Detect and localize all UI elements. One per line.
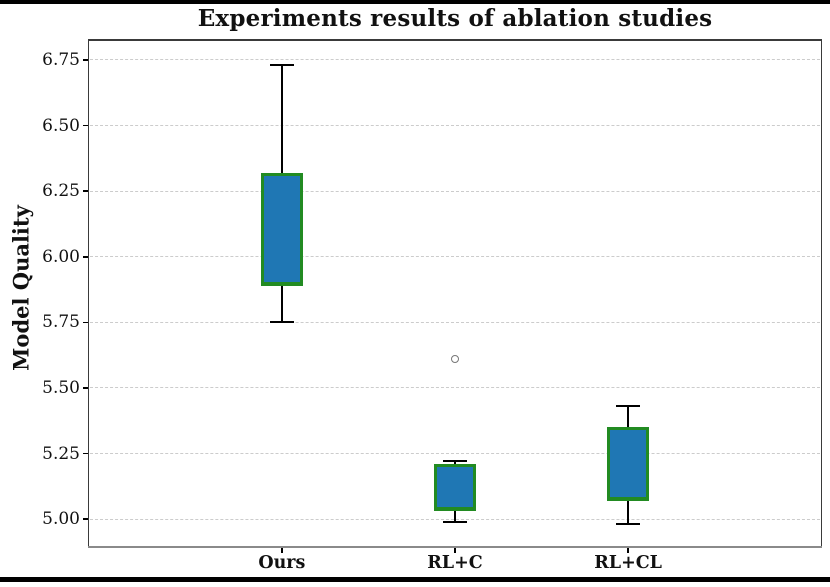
top-frame-rule xyxy=(0,0,830,4)
y-tick-label: 6.50 xyxy=(42,115,80,136)
y-tick-label: 6.25 xyxy=(42,181,80,202)
y-tick-mark xyxy=(83,190,88,192)
y-gridline xyxy=(90,321,820,323)
y-tick-label: 6.75 xyxy=(42,49,80,70)
upper-whisker-cap xyxy=(616,405,641,408)
upper-whisker-cap xyxy=(443,460,467,463)
y-tick-label: 5.00 xyxy=(42,509,80,530)
left-spine xyxy=(88,39,90,548)
outlier-point xyxy=(451,355,459,364)
y-tick-mark xyxy=(83,518,88,520)
median-line xyxy=(610,496,647,500)
y-axis-label: Model Quality xyxy=(8,205,34,371)
right-spine xyxy=(820,39,822,548)
x-tick-label-ours: Ours xyxy=(258,553,306,573)
upper-whisker-stem xyxy=(454,461,456,465)
bottom-frame-rule xyxy=(0,577,830,582)
y-tick-label: 5.25 xyxy=(42,443,80,464)
plot-area xyxy=(88,39,822,548)
x-tick-label-rl+cl: RL+CL xyxy=(594,553,662,573)
lower-whisker-cap xyxy=(443,520,467,523)
y-tick-mark xyxy=(83,452,88,455)
bottom-spine xyxy=(88,545,822,548)
top-spine xyxy=(88,39,822,41)
y-gridline xyxy=(90,190,820,192)
y-gridline xyxy=(90,256,820,258)
box-ours xyxy=(260,172,303,286)
y-tick-mark xyxy=(83,387,88,389)
y-tick-label: 5.50 xyxy=(42,377,80,398)
lower-whisker-stem xyxy=(627,500,630,525)
x-tick-label-rl+c: RL+C xyxy=(427,553,483,573)
box-rl+cl xyxy=(607,427,650,501)
y-tick-mark xyxy=(83,256,88,258)
lower-whisker-cap xyxy=(616,523,641,526)
chart-title: Experiments results of ablation studies xyxy=(197,5,713,32)
lower-whisker-stem xyxy=(454,511,456,522)
upper-whisker-stem xyxy=(627,406,630,428)
upper-whisker-stem xyxy=(280,65,283,173)
y-gridline xyxy=(90,59,820,61)
y-gridline xyxy=(90,125,820,127)
x-tick-mark xyxy=(627,548,629,553)
median-line xyxy=(263,281,300,285)
median-line xyxy=(437,507,473,511)
lower-whisker-stem xyxy=(280,285,283,323)
x-tick-mark xyxy=(454,548,456,553)
y-tick-mark xyxy=(83,124,88,127)
y-tick-label: 6.00 xyxy=(42,246,80,267)
y-tick-label: 5.75 xyxy=(42,312,80,333)
lower-whisker-cap xyxy=(269,321,294,324)
y-tick-mark xyxy=(83,321,88,324)
upper-whisker-cap xyxy=(269,64,294,67)
y-gridline xyxy=(90,453,820,455)
y-gridline xyxy=(90,387,820,389)
y-tick-mark xyxy=(83,59,88,61)
x-tick-mark xyxy=(281,548,283,553)
box-rl+c xyxy=(434,464,476,512)
